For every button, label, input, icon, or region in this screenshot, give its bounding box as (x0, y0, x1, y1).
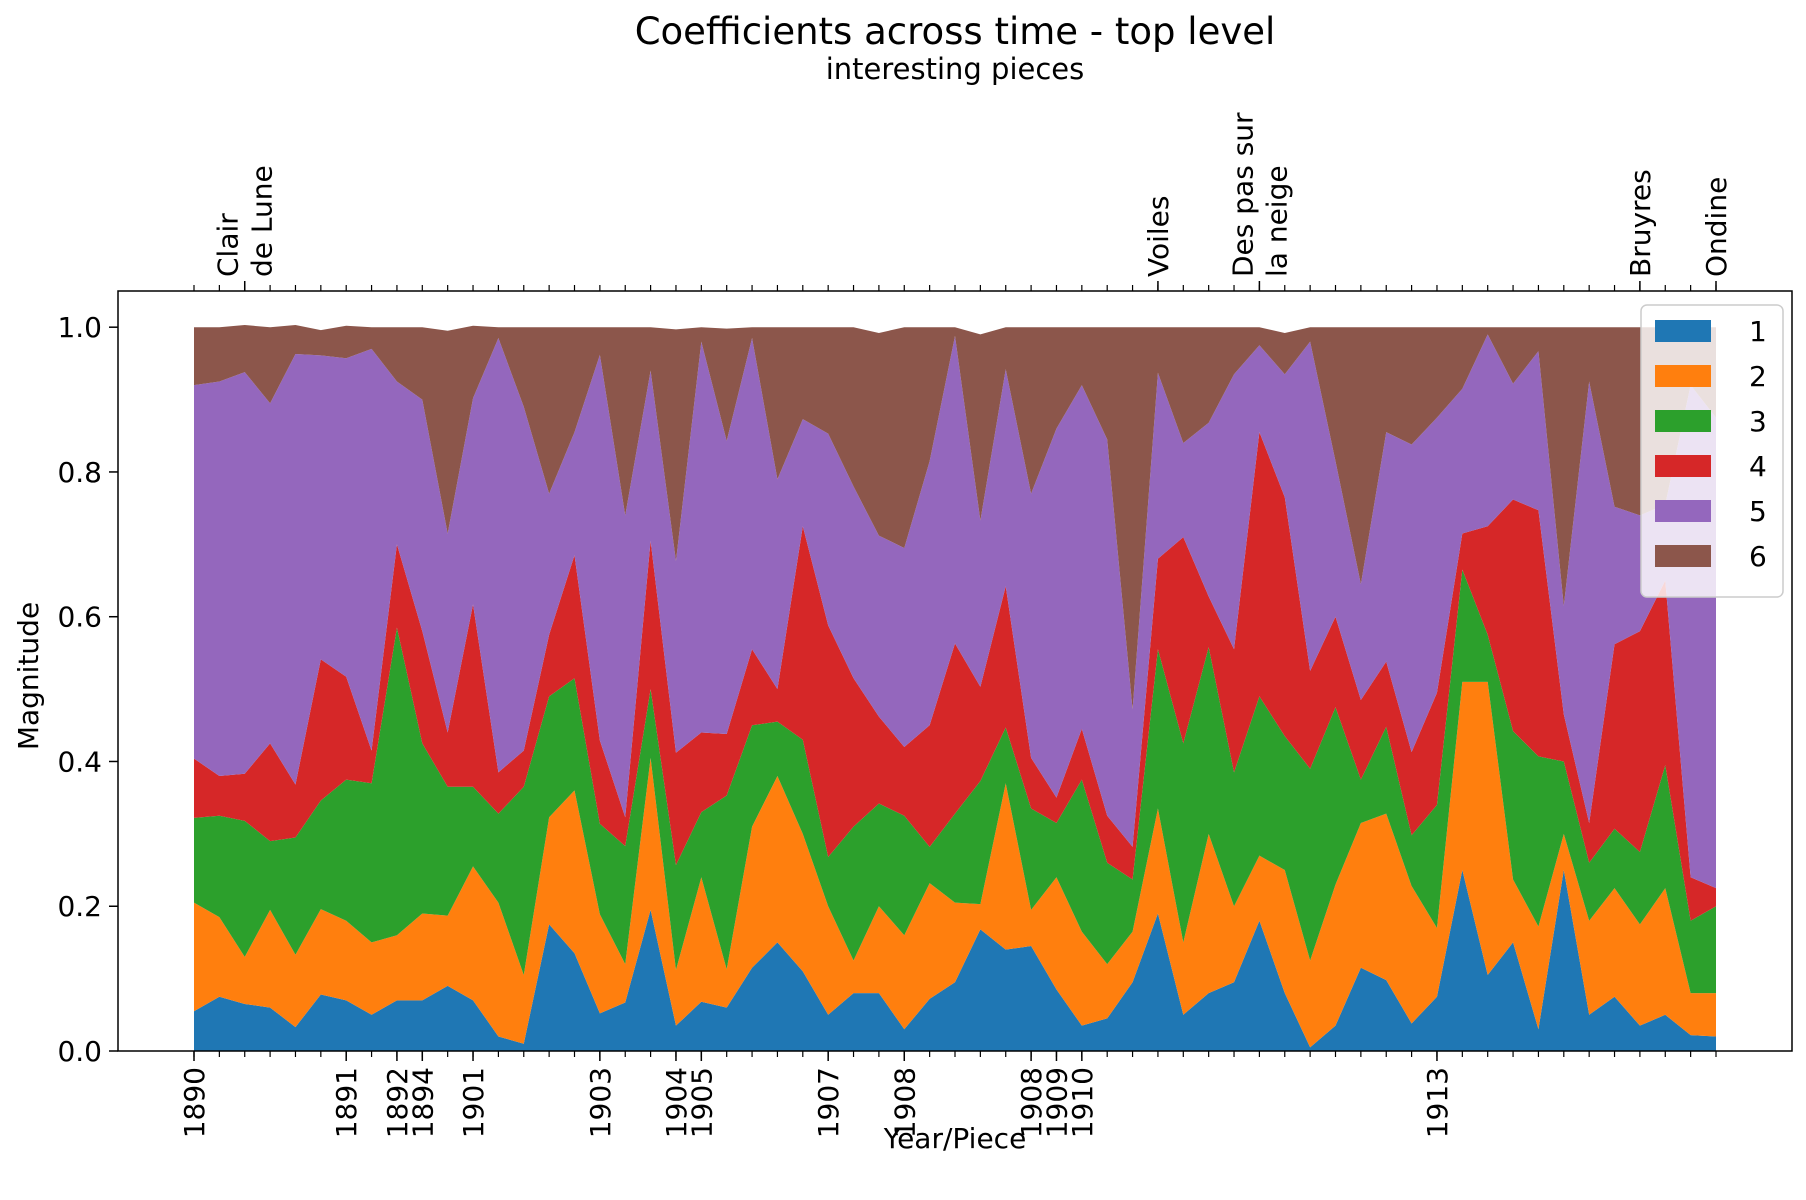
y-tick-label: 0.0 (57, 1035, 102, 1068)
y-axis: 0.0 0.2 0.4 0.6 0.8 1.0 (57, 311, 118, 1068)
x-tick-label: 1892 (381, 1067, 414, 1138)
x-tick-label: 1909 (1040, 1067, 1073, 1138)
area-series-2 (194, 681, 1716, 1048)
legend-swatch-2 (1655, 365, 1711, 387)
y-tick-label: 1.0 (57, 311, 102, 344)
x-tick-label: 1894 (406, 1067, 439, 1138)
legend-label-4: 4 (1749, 450, 1767, 483)
y-tick-label: 0.4 (57, 745, 102, 778)
legend-label-3: 3 (1749, 405, 1767, 438)
area-series-4 (194, 432, 1716, 921)
area-series-6 (194, 325, 1716, 710)
x-axis-label: Year/Piece (883, 1122, 1027, 1155)
area-series-5 (194, 334, 1716, 889)
x-tick-label: 1904 (660, 1067, 693, 1138)
legend-label-6: 6 (1749, 540, 1767, 573)
chart-title: Coefficients across time - top level (635, 10, 1276, 53)
x-tick-label: 1890 (178, 1067, 211, 1138)
x-tick-label: 1903 (584, 1067, 617, 1138)
piece-label: Clairde Lune (212, 165, 279, 277)
legend-label-5: 5 (1749, 495, 1767, 528)
area-series-group (194, 325, 1716, 1051)
x-tick-label: 1891 (330, 1067, 363, 1138)
x-tick-label: 1907 (812, 1067, 845, 1138)
piece-label: Ondine (1700, 177, 1733, 277)
x-tick-label: 1908 (888, 1067, 921, 1138)
y-axis-label: Magnitude (12, 602, 45, 750)
x-tick-label: 1901 (457, 1067, 490, 1138)
legend-swatch-5 (1655, 500, 1711, 522)
legend-swatch-6 (1655, 545, 1711, 567)
y-tick-label: 0.8 (57, 456, 102, 489)
legend-label-1: 1 (1749, 315, 1767, 348)
x-tick-label: 1908 (1015, 1067, 1048, 1138)
area-series-1 (194, 870, 1716, 1051)
x-tick-label: 1905 (685, 1067, 718, 1138)
piece-label: Bruyres (1624, 169, 1657, 277)
piece-label: Des pas surla neige (1226, 112, 1293, 277)
legend-label-2: 2 (1749, 360, 1767, 393)
legend: 1 2 3 4 5 6 (1640, 304, 1784, 598)
y-tick-label: 0.6 (57, 601, 102, 634)
legend-swatch-1 (1655, 320, 1711, 342)
x-tick-label: 1913 (1421, 1067, 1454, 1138)
piece-label: Voiles (1142, 196, 1175, 277)
chart-subtitle: interesting pieces (826, 52, 1085, 86)
x-tick-label: 1910 (1066, 1067, 1099, 1138)
x-axis-top: Clairde Lune Voiles Des pas surla neige Bru… (193, 112, 1733, 291)
y-tick-label: 0.2 (57, 890, 102, 923)
legend-swatch-4 (1655, 455, 1711, 477)
legend-swatch-3 (1655, 410, 1711, 432)
